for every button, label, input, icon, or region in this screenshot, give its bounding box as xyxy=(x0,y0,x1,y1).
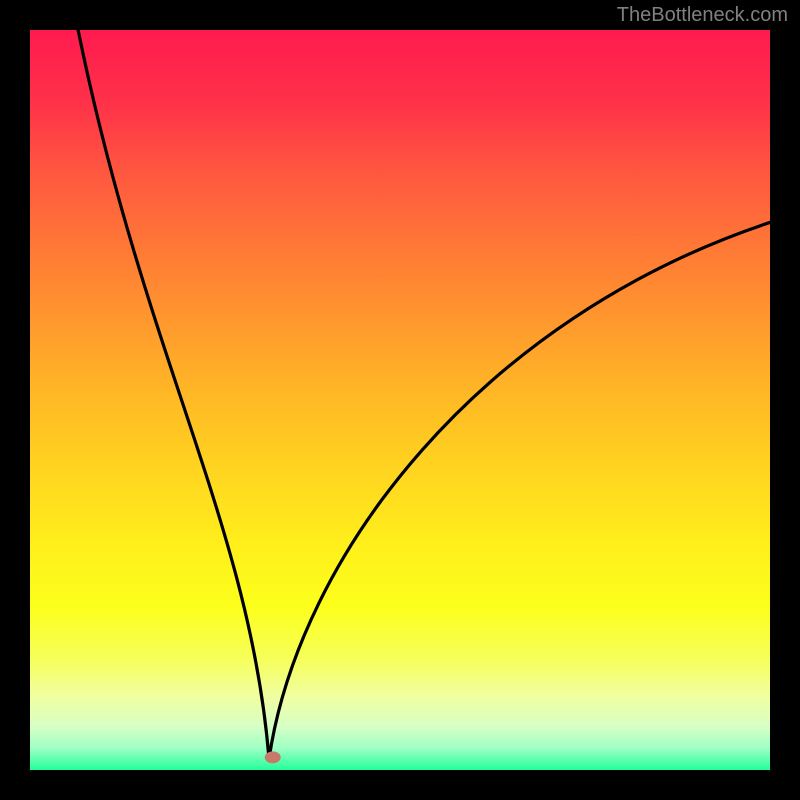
optimum-marker xyxy=(265,751,281,763)
watermark-text: TheBottleneck.com xyxy=(617,4,788,27)
chart-plot-area xyxy=(30,30,770,770)
chart-background xyxy=(30,30,770,770)
bottleneck-curve-chart xyxy=(30,30,770,770)
